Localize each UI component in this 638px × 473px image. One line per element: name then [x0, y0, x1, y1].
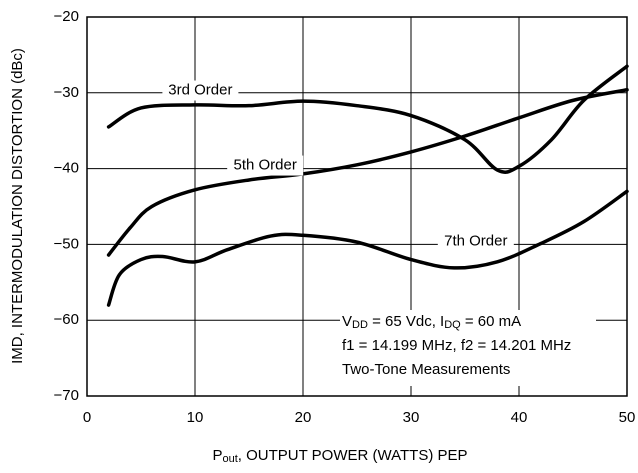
series-line	[106, 189, 629, 307]
y-axis-label: IMD, INTERMODULATION DISTORTION (dBc)	[9, 48, 26, 364]
text-part: = 60 mA	[461, 313, 521, 330]
subscript: out	[222, 453, 237, 465]
series-label: 3rd Order	[168, 81, 232, 98]
legend-background	[162, 80, 239, 101]
x-tick-label: 30	[403, 409, 420, 426]
text-part: , OUTPUT POWER (WATTS) PEP	[238, 447, 468, 464]
annotation: f1 = 14.199 MHz, f2 = 14.201 MHz	[342, 337, 571, 354]
x-tick-label: 50	[619, 409, 636, 426]
y-tick-label: −70	[54, 387, 79, 404]
y-tick-label: −20	[54, 8, 79, 25]
legend-background	[437, 231, 514, 252]
text-part: = 65 Vdc, I	[368, 313, 444, 330]
series-line	[106, 64, 629, 174]
text-part: f1 = 14.199 MHz, f2 = 14.201 MHz	[342, 337, 571, 354]
subscript: DD	[352, 319, 368, 331]
subscript: DQ	[444, 319, 461, 331]
series-label: 7th Order	[444, 232, 507, 249]
series-label: 5th Order	[234, 157, 297, 174]
annotation-background	[340, 310, 596, 386]
annotation: VDD = 65 Vdc, IDQ = 60 mA	[342, 313, 521, 331]
text-part: Two-Tone Measurements	[342, 361, 510, 378]
x-axis-label: Pout, OUTPUT POWER (WATTS) PEP	[212, 447, 467, 465]
text-part: P	[212, 447, 222, 464]
x-tick-label: 20	[295, 409, 312, 426]
y-tick-label: −30	[54, 84, 79, 101]
y-tick-label: −50	[54, 235, 79, 252]
x-tick-label: 40	[511, 409, 528, 426]
annotation: Two-Tone Measurements	[342, 361, 510, 378]
text-part: V	[342, 313, 352, 330]
x-tick-label: 0	[83, 409, 91, 426]
y-tick-label: −40	[54, 160, 79, 177]
series-line	[106, 88, 629, 257]
plot-frame	[86, 16, 628, 397]
x-tick-label: 10	[187, 409, 204, 426]
y-tick-label: −60	[54, 311, 79, 328]
legend-background	[227, 155, 304, 176]
